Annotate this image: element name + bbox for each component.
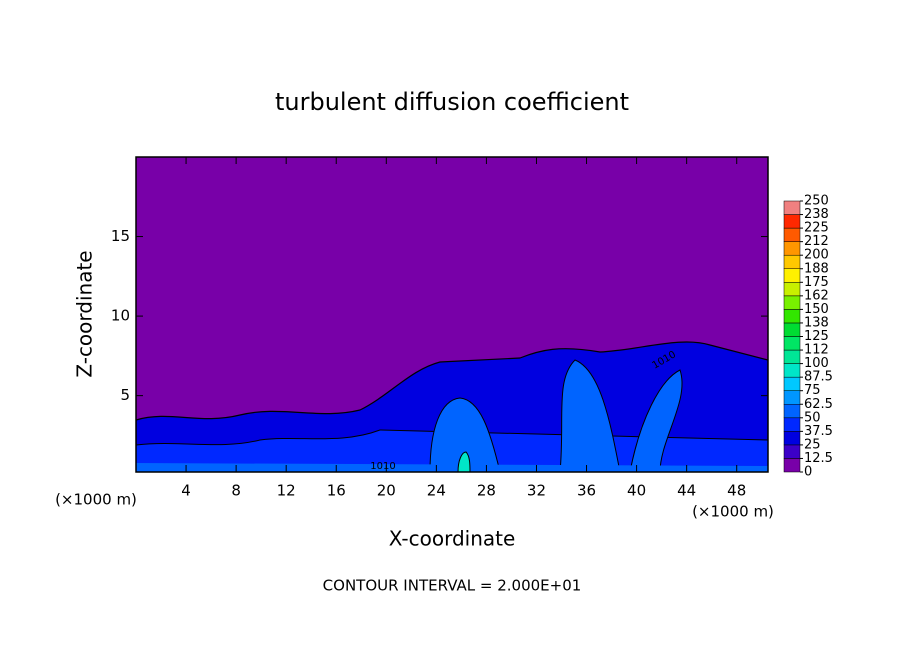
colorbar-band — [783, 200, 801, 215]
colorbar-band — [783, 417, 801, 432]
colorbar-label: 87.5 — [804, 370, 833, 385]
x-tick-label: 32 — [527, 482, 546, 500]
colorbar-label: 188 — [804, 261, 829, 276]
colorbar-band — [783, 363, 801, 378]
colorbar-label: 212 — [804, 234, 829, 249]
colorbar-label: 37.5 — [804, 424, 833, 439]
colorbar-band — [783, 349, 801, 364]
colorbar-label: 250 — [804, 194, 829, 209]
colorbar-band — [783, 390, 801, 405]
x-tick-label: 48 — [727, 482, 746, 500]
contour-label: 1010 — [370, 461, 395, 472]
colorbar-label: 150 — [804, 302, 829, 317]
plot-frame — [135, 156, 769, 473]
colorbar-band — [783, 404, 801, 419]
x-tick-label: 44 — [677, 482, 696, 500]
colorbar-label: 138 — [804, 315, 829, 330]
colorbar-band — [783, 214, 801, 229]
colorbar-label: 238 — [804, 207, 829, 222]
colorbar-label: 75 — [804, 383, 821, 398]
x-tick-label: 40 — [627, 482, 646, 500]
colorbar-label: 200 — [804, 248, 829, 263]
colorbar-band — [783, 376, 801, 391]
colorbar-band — [783, 309, 801, 324]
x-axis-label: X-coordinate — [389, 527, 516, 551]
contour-field — [136, 157, 768, 472]
x-unit: (×1000 m) — [692, 503, 774, 521]
x-unit: (×1000 m) — [55, 491, 137, 509]
colorbar-label: 50 — [804, 410, 821, 425]
colorbar-band — [783, 227, 801, 242]
x-tick-label: 16 — [327, 482, 346, 500]
colorbar-band — [783, 241, 801, 256]
x-tick-label: 20 — [377, 482, 396, 500]
footnote: CONTOUR INTERVAL = 2.000E+01 — [323, 577, 582, 595]
x-tick-label: 24 — [427, 482, 446, 500]
colorbar-label: 25 — [804, 437, 821, 452]
colorbar-band — [783, 268, 801, 283]
colorbar-band — [783, 282, 801, 297]
y-tick-label: 5 — [120, 386, 130, 404]
colorbar-label: 62.5 — [804, 397, 833, 412]
colorbar-label: 162 — [804, 288, 829, 303]
chart-title: turbulent diffusion coefficient — [275, 88, 629, 116]
y-tick-label: 15 — [111, 227, 130, 245]
colorbar-band — [783, 254, 801, 269]
x-tick-label: 12 — [277, 482, 296, 500]
colorbar-band — [783, 458, 801, 473]
colorbar-label: 175 — [804, 275, 829, 290]
y-tick-label: 10 — [111, 307, 130, 325]
colorbar-label: 125 — [804, 329, 829, 344]
colorbar-label: 225 — [804, 221, 829, 236]
colorbar-band — [783, 431, 801, 446]
x-tick-label: 28 — [477, 482, 496, 500]
colorbar-band — [783, 295, 801, 310]
colorbar-band — [783, 336, 801, 351]
x-tick-label: 8 — [231, 482, 241, 500]
colorbar-label: 100 — [804, 356, 829, 371]
colorbar-label: 12.5 — [804, 451, 833, 466]
x-tick-label: 4 — [181, 482, 191, 500]
colorbar-band — [783, 444, 801, 459]
y-axis-label: Z-coordinate — [73, 250, 97, 377]
x-tick-label: 36 — [577, 482, 596, 500]
colorbar-band — [783, 322, 801, 337]
colorbar-label: 0 — [804, 465, 812, 480]
colorbar-label: 112 — [804, 343, 829, 358]
